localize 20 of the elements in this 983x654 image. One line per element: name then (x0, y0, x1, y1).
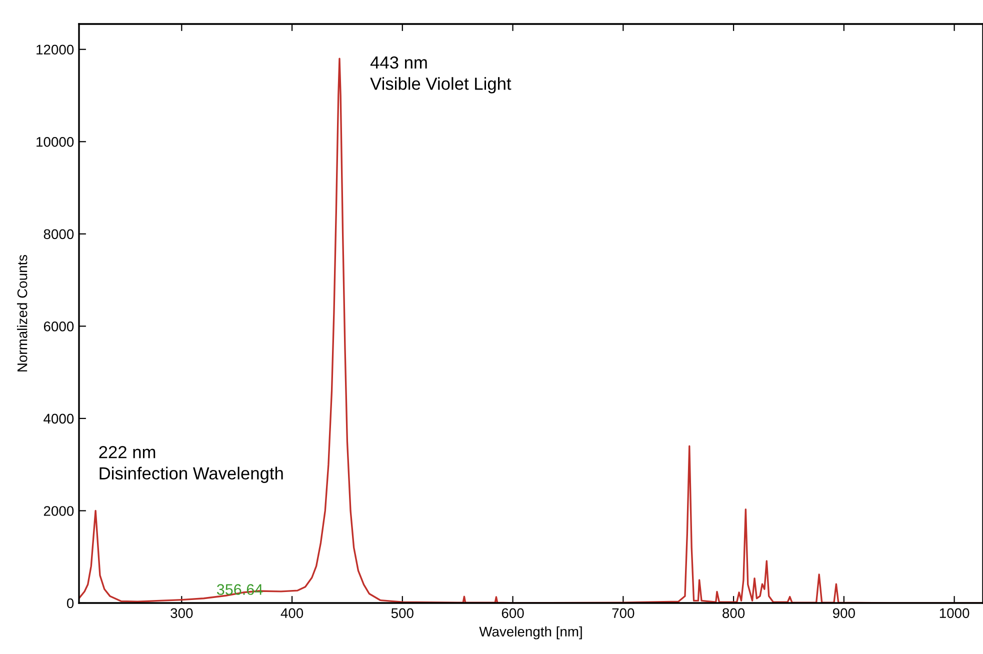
x-tick-label: 300 (170, 608, 193, 618)
x-axis-title: Wavelength [nm] (479, 626, 582, 640)
y-axis-title: Normalized Counts (17, 254, 28, 372)
y-tick-label: 12000 (36, 44, 74, 55)
y-tick-label: 6000 (44, 322, 74, 332)
y-tick-label: 8000 (44, 229, 74, 240)
annotation: 443 nm Visible Violet Light (370, 56, 512, 94)
y-tick-label: 10000 (36, 136, 74, 147)
y-tick-label: 0 (66, 598, 74, 608)
x-tick-label: 500 (391, 608, 414, 618)
x-tick-label: 600 (502, 608, 524, 618)
x-tick-label: 800 (722, 608, 745, 618)
y-tick-label: 2000 (44, 506, 74, 516)
x-tick-label: 400 (280, 608, 304, 618)
annotation: 356.64 (216, 584, 263, 595)
x-tick-label: 700 (612, 608, 634, 618)
y-tick-label: 4000 (44, 414, 74, 424)
x-tick-label: 900 (832, 608, 855, 618)
x-tick-label: 1000 (940, 608, 970, 618)
annotation: 222 nm Disinfection Wavelength (99, 446, 283, 483)
